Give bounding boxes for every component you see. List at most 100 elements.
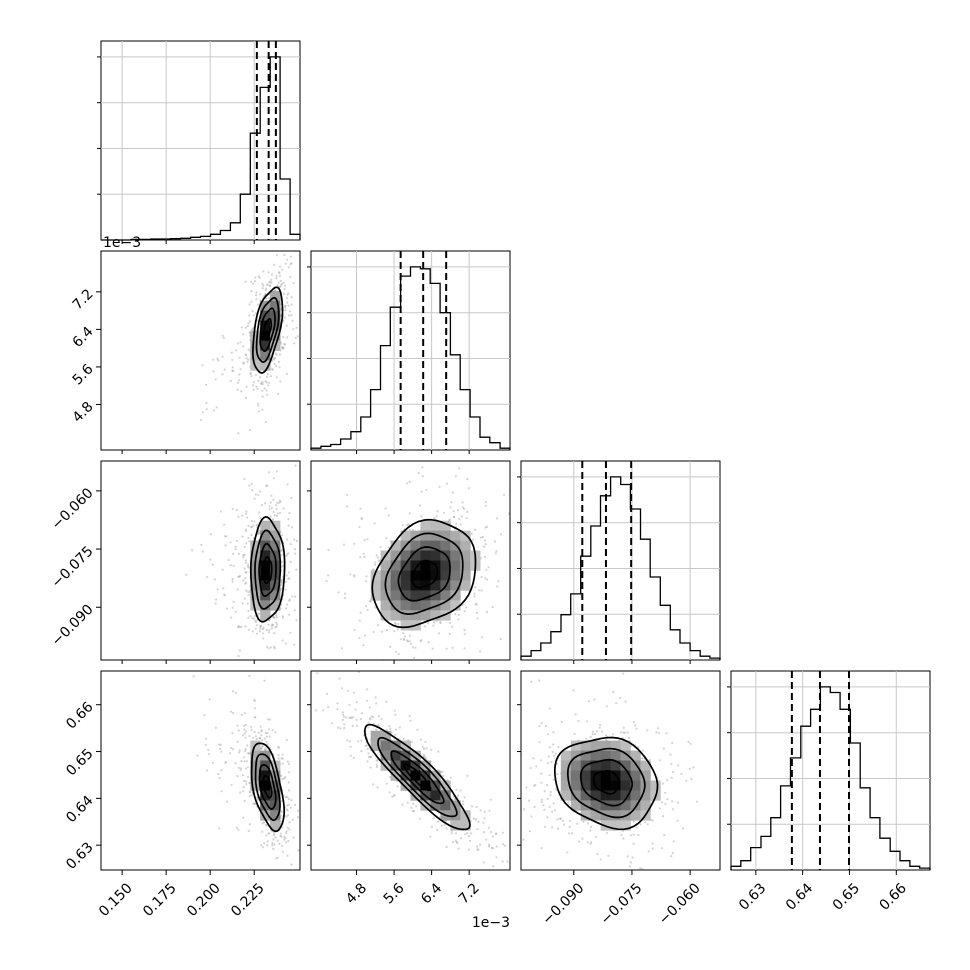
scatter-point <box>268 628 271 632</box>
scatter-point <box>363 634 366 637</box>
scatter-point <box>419 640 422 643</box>
scatter-point <box>490 846 493 850</box>
scatter-point <box>487 845 491 848</box>
scatter-point <box>256 533 260 536</box>
scatter-point <box>278 285 281 288</box>
scatter-point <box>393 793 396 797</box>
scatter-point <box>247 536 250 540</box>
histogram-panel-2 <box>517 460 721 661</box>
scatter-point <box>285 324 288 327</box>
scatter-point <box>433 516 436 520</box>
density-cell <box>390 770 401 781</box>
scatter-point <box>553 809 557 812</box>
scatter-point <box>280 580 284 583</box>
scatter-point <box>484 501 487 504</box>
scatter-point <box>297 849 300 852</box>
scatter-point <box>279 832 282 835</box>
scatter-point <box>216 588 219 591</box>
scatter-point <box>369 718 372 721</box>
scatter-point <box>290 296 293 299</box>
contour-line <box>254 529 282 610</box>
scatter-point <box>408 528 411 531</box>
scatter-point <box>244 529 247 533</box>
scatter-point <box>266 840 269 843</box>
density-cell <box>430 580 441 591</box>
scatter-point <box>265 375 269 378</box>
scatter-point <box>424 756 427 759</box>
scatter-point <box>244 749 247 753</box>
scatter-point <box>288 598 291 601</box>
scatter-point <box>221 334 224 337</box>
scatter-point <box>538 679 541 682</box>
scatter-point <box>605 734 608 737</box>
scatter-point <box>442 511 445 514</box>
contour-line <box>262 318 273 342</box>
scatter-point <box>347 689 350 692</box>
scatter-point <box>352 691 356 694</box>
density-cell <box>430 610 441 621</box>
scatter-point <box>566 851 569 854</box>
scatter-point <box>288 613 291 616</box>
scatter-panel-0-3 <box>100 670 301 882</box>
scatter-point <box>250 300 253 303</box>
scatter-point <box>252 381 255 384</box>
density-cell <box>460 560 471 571</box>
density-cell <box>630 760 641 771</box>
scatter-point <box>273 358 276 361</box>
scatter-point <box>456 794 460 797</box>
scatter-point <box>657 727 660 730</box>
y-tick-label: 6.4 <box>70 324 97 351</box>
scatter-point <box>252 802 255 805</box>
scatter-point <box>243 553 246 556</box>
scatter-point <box>255 737 258 741</box>
scatter-point <box>560 721 563 724</box>
scatter-point <box>273 645 276 649</box>
scatter-point <box>278 842 281 846</box>
scatter-point <box>491 875 493 877</box>
scatter-point <box>511 570 513 572</box>
scatter-point <box>244 582 247 585</box>
scatter-point <box>282 507 285 510</box>
scatter-point <box>293 342 296 345</box>
density-cell <box>620 820 631 831</box>
density-cell <box>420 540 431 551</box>
scatter-point <box>384 507 387 510</box>
scatter-point <box>295 619 298 622</box>
scatter-point <box>264 748 267 752</box>
scatter-point <box>245 542 248 545</box>
scatter-point <box>287 797 290 801</box>
scatter-point <box>385 537 388 540</box>
scatter-point <box>268 505 271 508</box>
scatter-point <box>493 872 495 874</box>
scatter-point <box>415 805 418 808</box>
scatter-point <box>567 801 570 804</box>
scatter-point <box>288 771 291 774</box>
scatter-point <box>406 639 409 642</box>
scatter-point <box>252 617 255 620</box>
density-cell <box>450 600 461 611</box>
density-cell <box>390 560 401 571</box>
scatter-point <box>253 698 256 702</box>
density-cell <box>570 800 582 811</box>
scatter-point <box>540 772 543 775</box>
scatter-point <box>466 510 469 513</box>
scatter-point <box>500 533 503 536</box>
scatter-point <box>277 360 280 363</box>
scatter-point <box>264 502 267 505</box>
density-cell <box>380 600 391 611</box>
scatter-point <box>369 600 372 603</box>
scatter-point <box>277 392 280 395</box>
scatter-point <box>280 549 283 552</box>
scatter-point <box>622 731 625 734</box>
scatter-point <box>261 822 264 825</box>
scatter-point <box>272 623 275 626</box>
scatter-point <box>292 836 295 839</box>
scatter-point <box>463 647 466 650</box>
scatter-point <box>256 402 260 405</box>
scatter-point <box>279 880 281 882</box>
scatter-point <box>229 564 232 567</box>
scatter-point <box>253 497 256 500</box>
scatter-point <box>278 501 281 504</box>
scatter-point <box>260 734 263 737</box>
scatter-point <box>252 736 255 740</box>
